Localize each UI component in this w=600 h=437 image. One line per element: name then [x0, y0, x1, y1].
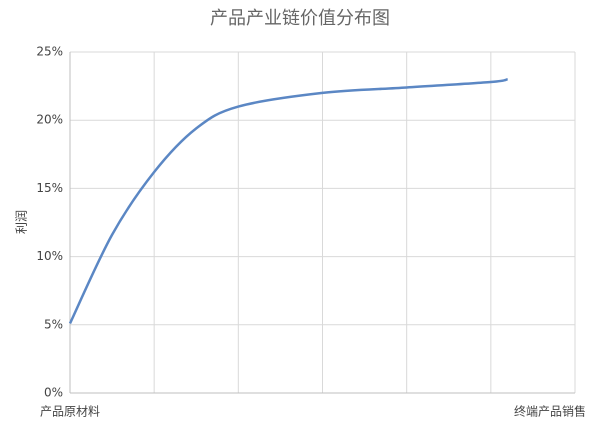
y-tick-label: 25% — [36, 45, 63, 59]
y-axis-label: 利润 — [15, 210, 29, 234]
y-tick-label: 10% — [36, 249, 63, 263]
y-tick-label: 20% — [36, 113, 63, 127]
y-tick-label: 0% — [44, 386, 63, 400]
chart-title: 产品产业链价值分布图 — [210, 8, 390, 29]
line-series — [68, 78, 508, 324]
x-tick-label: 终端产品销售 — [514, 404, 586, 419]
x-tick-label: 产品原材料 — [40, 405, 100, 419]
y-tick-label: 15% — [36, 181, 63, 195]
y-tick-label: 5% — [44, 317, 63, 331]
